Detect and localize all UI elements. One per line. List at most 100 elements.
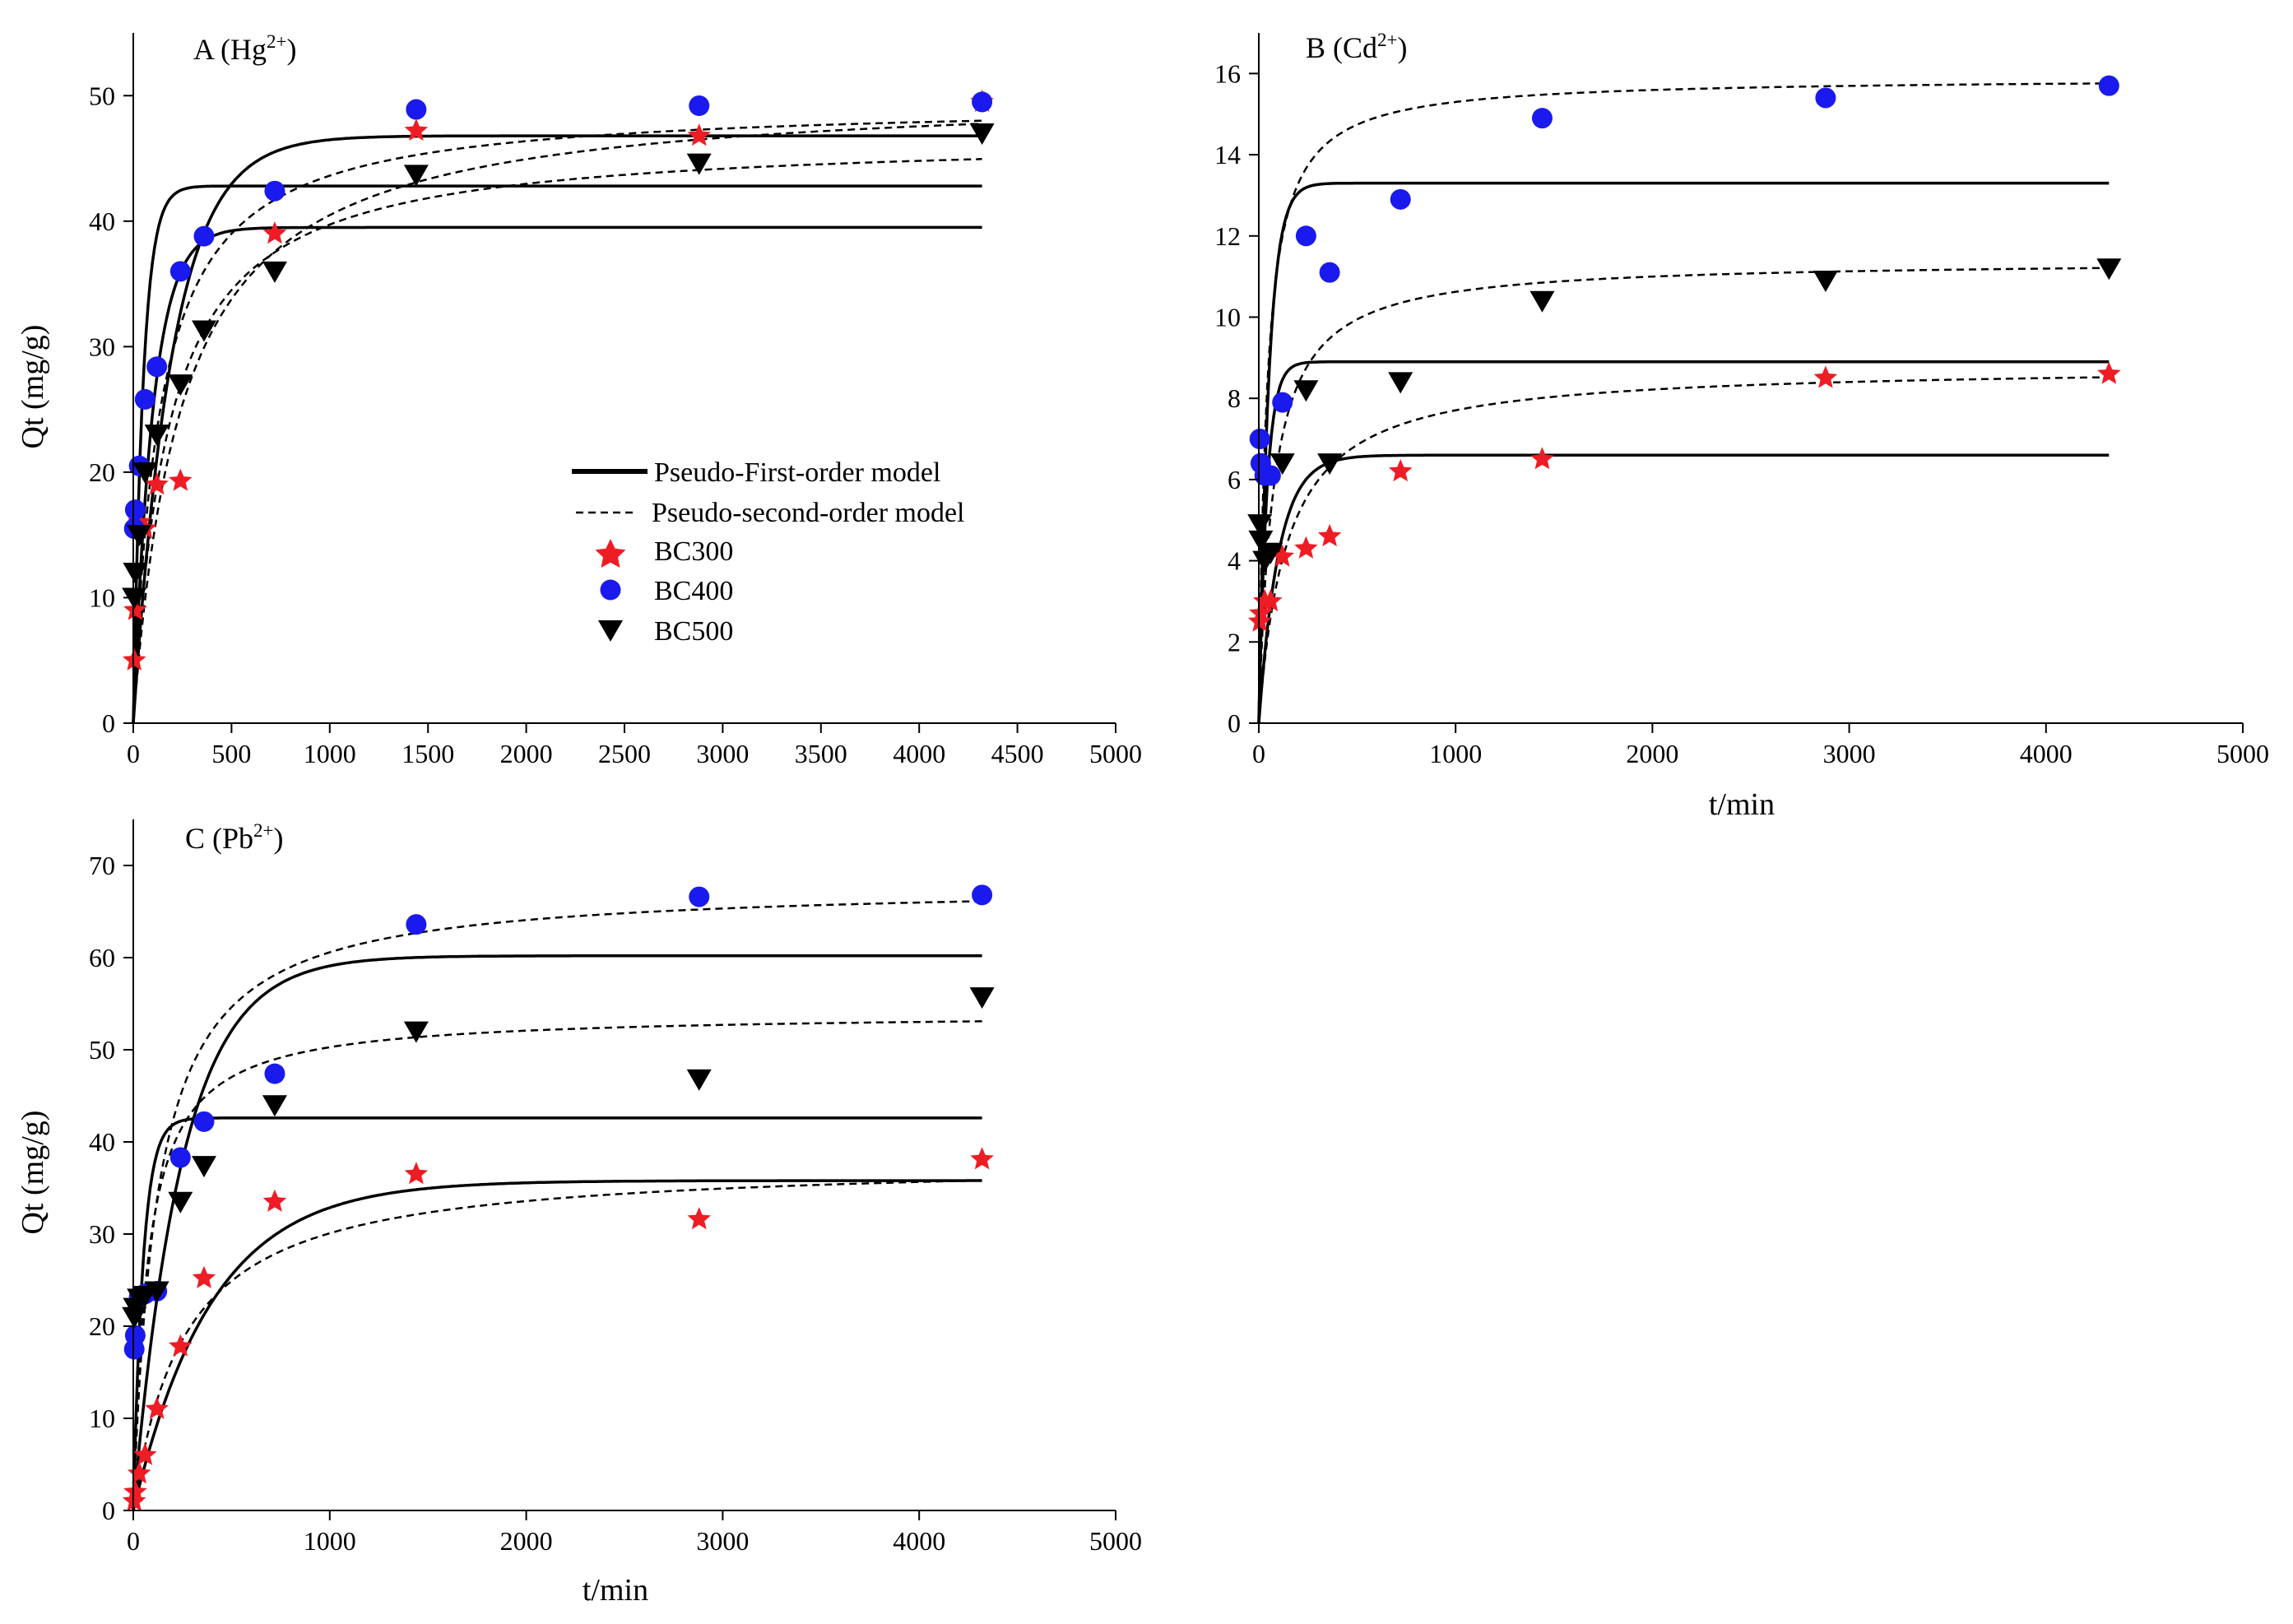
data-point-bc500: [686, 153, 712, 175]
x-tick-label: 500: [211, 739, 251, 768]
pso-curve-bc500: [1257, 267, 2110, 724]
y-tick-label: 30: [89, 1219, 115, 1249]
data-point-bc300: [1317, 524, 1342, 547]
x-tick-label: 2000: [500, 739, 553, 768]
data-point-bc300: [1813, 365, 1838, 388]
y-tick-label: 8: [1228, 383, 1241, 413]
x-tick-label: 0: [127, 1526, 140, 1556]
pso-curve-bc400: [1257, 82, 2110, 724]
data-point-bc500: [262, 1095, 287, 1117]
data-point-bc400: [193, 225, 215, 247]
data-point-bc300: [123, 597, 147, 620]
x-tick-label: 5000: [1089, 739, 1142, 768]
data-point-bc300: [262, 221, 287, 244]
y-tick-label: 4: [1228, 546, 1241, 576]
y-tick-label: 10: [1214, 302, 1241, 332]
data-point-bc400: [972, 884, 993, 906]
pfo-curve-bc400: [132, 954, 982, 1511]
data-point-bc300: [687, 123, 711, 146]
y-tick-label: 60: [89, 943, 115, 972]
pso-curve-bc500: [132, 158, 982, 724]
data-point-bc300: [169, 468, 193, 491]
data-point-bc300: [2097, 361, 2121, 384]
data-point-bc500: [403, 1021, 429, 1043]
x-tick-label: 4000: [893, 739, 945, 768]
data-point-bc400: [124, 1325, 146, 1346]
panel-a-plot-area: [122, 89, 995, 724]
y-tick-label: 20: [89, 457, 115, 487]
data-point-bc400: [1260, 465, 1281, 486]
pso-curve-bc300: [132, 123, 982, 724]
data-point-bc300: [970, 1147, 994, 1170]
data-point-bc400: [1531, 108, 1553, 129]
y-tick-label: 0: [102, 708, 115, 738]
legend-bc500-triangle-marker: [598, 620, 623, 642]
data-point-bc400: [264, 1063, 285, 1084]
data-point-bc400: [1295, 225, 1316, 247]
legend-second-order-label: Pseudo-second-order model: [652, 498, 965, 528]
data-point-bc300: [1249, 601, 1273, 624]
y-tick-label: 0: [1228, 708, 1241, 738]
data-point-bc500: [1248, 530, 1274, 552]
panel-b-title: B (Cd2+): [1306, 30, 1408, 64]
data-point-bc300: [192, 1265, 216, 1288]
panel-c-y-axis-label: Qt (mg/g): [16, 1111, 50, 1235]
data-point-bc400: [264, 180, 285, 202]
panel-b-axes: 0 1000 2000 3000 4000 5000 0 2 4 6 8 10 12 14 16: [1214, 33, 2269, 768]
data-point-bc300: [133, 1442, 157, 1465]
data-point-bc300: [1389, 459, 1413, 482]
panel-b-x-axis-label: t/min: [1709, 787, 1775, 822]
data-point-bc400: [2098, 75, 2119, 96]
pso-curve-bc400: [132, 900, 982, 1511]
x-tick-label: 3000: [696, 739, 749, 768]
data-point-bc500: [2096, 258, 2122, 281]
y-tick-label: 50: [89, 81, 115, 110]
legend-bc300-label: BC300: [654, 536, 733, 567]
data-point-bc500: [1247, 514, 1273, 536]
x-tick-label: 4000: [2020, 739, 2073, 768]
pfo-curve-bc400: [1257, 181, 2110, 724]
data-point-bc300: [145, 472, 169, 495]
data-point-bc500: [122, 1306, 147, 1329]
legend-bc500-label: BC500: [654, 616, 733, 647]
x-tick-label: 1000: [304, 1526, 356, 1556]
y-tick-label: 70: [89, 851, 115, 880]
data-point-bc300: [1530, 447, 1554, 470]
x-tick-label: 0: [1252, 739, 1265, 768]
data-point-bc400: [1390, 188, 1411, 210]
data-point-bc400: [972, 91, 993, 113]
panel-a-y-axis-label: Qt (mg/g): [16, 325, 50, 449]
data-point-bc500: [191, 1156, 216, 1178]
panel-b-cd: 0 1000 2000 3000 4000 5000 0 2 4 6 8 10 12 14 16 B (Cd…: [1214, 30, 2269, 822]
x-tick-label: 1000: [304, 739, 356, 768]
data-point-bc500: [1270, 453, 1295, 476]
data-point-bc300: [404, 1162, 429, 1185]
data-point-bc500: [168, 1191, 193, 1213]
data-point-bc500: [144, 1281, 169, 1303]
panel-c-plot-area: [122, 884, 995, 1511]
data-point-bc500: [969, 123, 995, 146]
panel-b-plot-area: [1247, 75, 2122, 724]
data-point-bc400: [169, 1147, 191, 1168]
y-tick-label: 30: [89, 332, 115, 361]
data-point-bc400: [689, 886, 710, 907]
data-point-bc500: [132, 462, 158, 484]
data-point-bc400: [1272, 392, 1293, 413]
data-point-bc500: [144, 425, 169, 447]
y-tick-label: 40: [89, 206, 115, 236]
x-tick-label: 2000: [500, 1526, 553, 1556]
y-tick-label: 12: [1214, 221, 1241, 251]
y-tick-label: 40: [89, 1127, 115, 1157]
panel-a-title: A (Hg2+): [193, 31, 296, 66]
legend-bc400-label: BC400: [654, 576, 733, 606]
x-tick-label: 5000: [1089, 1526, 1142, 1556]
pfo-curve-bc300: [1257, 453, 2110, 724]
x-tick-label: 2000: [1626, 739, 1678, 768]
data-point-bc300: [262, 1189, 287, 1212]
data-point-bc300: [687, 1207, 711, 1230]
x-tick-label: 1500: [402, 739, 454, 768]
data-point-bc300: [122, 1488, 146, 1511]
data-point-bc500: [1258, 542, 1283, 564]
data-point-bc500: [969, 987, 995, 1009]
